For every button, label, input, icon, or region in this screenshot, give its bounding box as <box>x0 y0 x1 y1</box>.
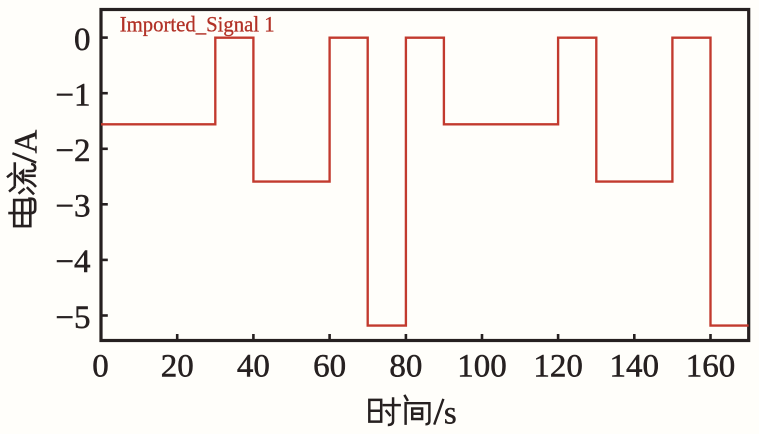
svg-text:120: 120 <box>533 349 583 385</box>
svg-text:20: 20 <box>161 349 194 385</box>
svg-text:s: s <box>444 396 457 432</box>
svg-text:−5: −5 <box>55 300 90 336</box>
svg-text:−1: −1 <box>55 78 90 114</box>
svg-text:Imported_Signal 1: Imported_Signal 1 <box>120 13 275 37</box>
svg-text:0: 0 <box>74 22 91 58</box>
svg-text:80: 80 <box>389 349 422 385</box>
svg-text:160: 160 <box>686 349 736 385</box>
svg-text:60: 60 <box>313 349 346 385</box>
svg-text:40: 40 <box>237 349 270 385</box>
svg-text:140: 140 <box>610 349 660 385</box>
svg-text:100: 100 <box>457 349 507 385</box>
svg-text:−3: −3 <box>55 189 90 225</box>
svg-text:A: A <box>9 130 45 154</box>
svg-text:−4: −4 <box>55 244 90 280</box>
svg-text:−2: −2 <box>55 133 90 169</box>
svg-text:0: 0 <box>92 349 109 385</box>
